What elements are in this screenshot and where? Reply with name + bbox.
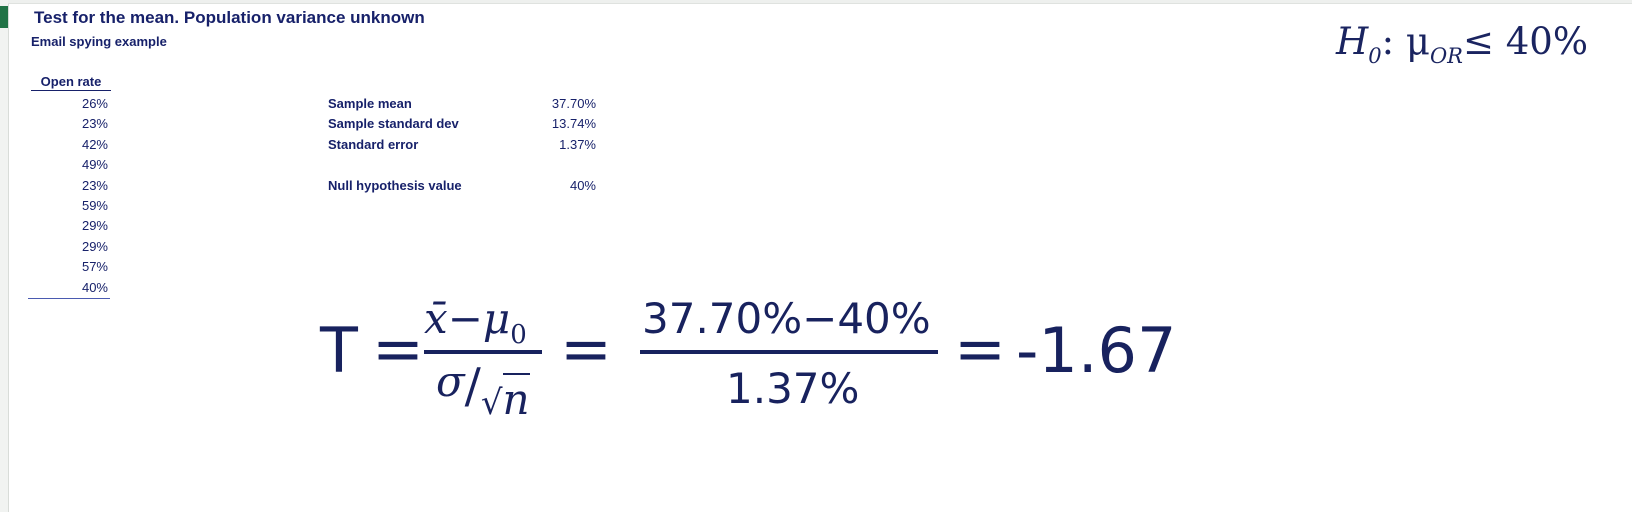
stats-block: Sample mean 37.70% Sample standard dev 1… bbox=[328, 94, 596, 196]
formula-equals-1: = bbox=[372, 312, 424, 385]
open-rate-cell[interactable]: 57% bbox=[81, 259, 108, 275]
hypothesis-h-subscript: 0 bbox=[1368, 44, 1382, 68]
open-rate-cell[interactable]: 26% bbox=[81, 96, 108, 111]
active-cell-marker bbox=[0, 6, 8, 28]
sheet-subtitle[interactable]: Email spying example bbox=[31, 34, 167, 49]
formula-minus: − bbox=[447, 294, 483, 343]
null-hypothesis-row: Null hypothesis value 40% bbox=[328, 176, 596, 196]
formula-symbolic-fraction-bar bbox=[424, 350, 542, 354]
open-rate-header[interactable]: Open rate bbox=[31, 74, 111, 91]
empty-row bbox=[328, 155, 596, 175]
hypothesis-h: H bbox=[1336, 20, 1369, 63]
formula-result: -1.67 bbox=[1016, 314, 1177, 387]
open-rate-cell[interactable]: 23% bbox=[81, 177, 108, 193]
sample-mean-value[interactable]: 37.70% bbox=[551, 96, 596, 111]
formula-sqrt: √ bbox=[480, 383, 503, 423]
formula-numeric-fraction-bar bbox=[640, 350, 938, 354]
formula-symbolic-numerator: x̄−μ0 bbox=[424, 294, 527, 350]
formula-xbar: x̄ bbox=[424, 294, 448, 343]
open-rate-cell[interactable]: 29% bbox=[81, 238, 108, 254]
formula-slash: / bbox=[464, 358, 481, 414]
std-error-value[interactable]: 1.37% bbox=[559, 136, 596, 152]
formula-equals-2: = bbox=[560, 312, 612, 385]
sample-std-row: Sample standard dev 13.74% bbox=[328, 114, 596, 134]
formula-sigma: σ bbox=[436, 357, 465, 406]
formula-mu-subscript: 0 bbox=[510, 320, 527, 350]
hypothesis-mu-subscript: OR bbox=[1429, 44, 1463, 68]
std-error-label[interactable]: Standard error bbox=[328, 136, 419, 152]
sample-mean-row: Sample mean 37.70% bbox=[328, 94, 596, 114]
open-rate-cell[interactable]: 29% bbox=[81, 218, 108, 234]
sample-std-label[interactable]: Sample standard dev bbox=[328, 116, 459, 132]
hypothesis-colon: : bbox=[1381, 20, 1395, 63]
hypothesis-relation: ≤ 40% bbox=[1462, 20, 1588, 63]
hypothesis-mu: μ bbox=[1405, 20, 1430, 63]
sample-mean-label[interactable]: Sample mean bbox=[328, 96, 412, 111]
formula-n: n bbox=[502, 373, 530, 424]
sample-std-value[interactable]: 13.74% bbox=[551, 116, 596, 132]
formula-t: T bbox=[320, 314, 358, 387]
std-error-row: Standard error 1.37% bbox=[328, 135, 596, 155]
sheet-title[interactable]: Test for the mean. Population variance u… bbox=[34, 8, 425, 27]
formula-numeric-denominator: 1.37% bbox=[726, 364, 860, 413]
formula-numeric-numerator: 37.70%−40% bbox=[642, 294, 931, 343]
null-hypothesis-value[interactable]: 40% bbox=[569, 177, 596, 193]
open-rate-cell[interactable]: 23% bbox=[81, 116, 108, 132]
row-header-strip bbox=[0, 0, 9, 512]
open-rate-cell[interactable]: 49% bbox=[81, 157, 108, 173]
open-rate-cell[interactable]: 59% bbox=[81, 197, 108, 213]
null-hypothesis-formula: H0: μOR≤ 40% bbox=[1336, 20, 1588, 68]
open-rate-cell[interactable]: 42% bbox=[81, 136, 108, 152]
open-rate-list: 26% 23% 42% 49% 23% 59% 29% 29% 57% 40% bbox=[28, 94, 110, 299]
formula-equals-3: = bbox=[954, 312, 1006, 385]
column-header-strip bbox=[8, 0, 1632, 4]
null-hypothesis-label[interactable]: Null hypothesis value bbox=[328, 177, 462, 193]
formula-symbolic-denominator: σ/√n bbox=[436, 357, 530, 424]
formula-mu: μ bbox=[482, 294, 511, 343]
open-rate-cell[interactable]: 40% bbox=[81, 279, 108, 295]
